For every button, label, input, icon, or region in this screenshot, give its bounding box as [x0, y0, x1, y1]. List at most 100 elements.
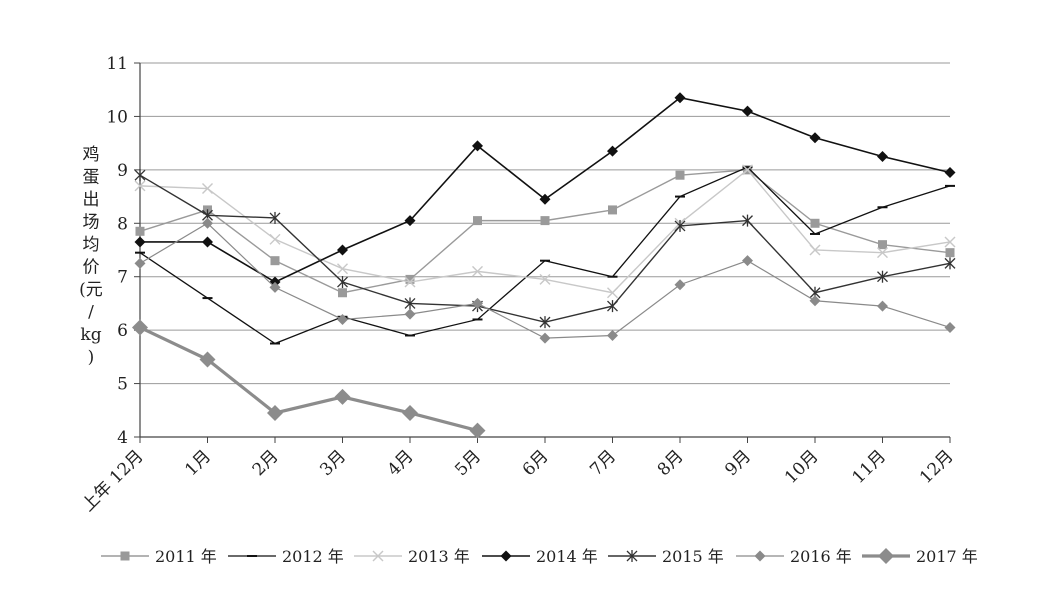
legend-entry-5: 2016 年: [736, 547, 852, 566]
series-2-point-10: [809, 244, 821, 256]
legend-entry-2: 2013 年: [354, 547, 470, 566]
series-6-point-3: [334, 388, 351, 405]
x-tick-label-8: 8月: [654, 446, 688, 480]
series-5-point-8: [674, 279, 686, 291]
series-4-point-6: [539, 316, 551, 329]
series-6: [132, 319, 486, 439]
legend-label-1: 2012 年: [282, 547, 344, 566]
series-0-point-3: [338, 288, 347, 298]
legend-label-2: 2013 年: [408, 547, 470, 566]
y-axis-label-char-9: ): [88, 348, 95, 368]
series-3-point-4: [404, 215, 416, 227]
series-0-point-11: [878, 240, 887, 250]
series-4-point-0: [134, 169, 146, 182]
series-6-point-1: [199, 351, 216, 368]
series-3-point-12: [944, 167, 956, 179]
y-tick-label-6: 6: [117, 321, 128, 341]
series-2-point-4: [404, 276, 416, 288]
series-5-point-10: [809, 295, 821, 307]
series-2-point-9-stroke-b: [742, 164, 753, 176]
series-4-point-3: [337, 276, 348, 289]
series-3-point-5: [472, 140, 483, 152]
series-5-point-2: [269, 281, 281, 293]
legend-label-0: 2011 年: [155, 547, 217, 566]
series-5-point-11: [877, 300, 888, 312]
series-4-point-12: [944, 257, 956, 270]
y-axis-label-char-4: 均: [83, 235, 100, 255]
series-0-point-6: [540, 216, 550, 226]
series-3-point-11: [877, 151, 888, 162]
series-5-point-9: [742, 255, 753, 267]
series-0: [135, 165, 955, 298]
series-0-point-7: [608, 205, 617, 215]
legend-marker-6: [878, 548, 894, 564]
legend-entry-1: 2012 年: [228, 547, 344, 566]
series-2: [134, 164, 956, 299]
series-2-point-7-stroke-b: [607, 287, 618, 299]
series-line-6: [139, 326, 478, 433]
series-2-point-11: [877, 247, 888, 259]
series-2-point-5-stroke-b: [472, 265, 483, 277]
series-0-point-0: [135, 226, 145, 236]
x-tick-label-0: 上年 12月: [78, 446, 147, 515]
series-2-point-9: [742, 164, 753, 176]
series-3-point-8: [674, 92, 686, 104]
series-0-point-12: [945, 248, 955, 258]
y-tick-label-10: 10: [106, 107, 128, 127]
y-tick-label-9: 9: [117, 161, 128, 181]
x-tick-label-9: 9月: [721, 446, 755, 480]
series-5-point-1: [202, 217, 213, 229]
series-line-3: [140, 96, 951, 283]
series-0-point-4: [405, 274, 415, 284]
series-6-point-4: [402, 404, 418, 421]
series-2-point-2: [269, 233, 281, 245]
series-5-point-5: [472, 297, 483, 309]
series-5-point-0: [134, 257, 146, 269]
y-tick-label-4: 4: [117, 428, 128, 448]
legend-entry-0: 2011 年: [101, 547, 217, 566]
y-axis-label-char-6: (元: [79, 280, 103, 300]
y-axis-label-char-8: kg: [80, 325, 101, 345]
x-tick-label-11: 11月: [849, 446, 890, 487]
series-4-point-7: [607, 300, 618, 313]
series-5: [134, 217, 956, 344]
series-0-point-10: [810, 218, 820, 228]
series-5-point-6: [539, 332, 551, 344]
legend-entry-4: 2015 年: [608, 547, 724, 566]
series-3: [134, 92, 956, 288]
series-4-point-8: [674, 219, 686, 232]
legend-label-5: 2016 年: [790, 547, 852, 566]
y-tick-label-5: 5: [117, 375, 128, 395]
series-3-point-1: [202, 236, 213, 248]
legend-marker-3: [500, 550, 512, 562]
series-3-point-7: [607, 145, 618, 157]
series-3-point-3: [337, 244, 348, 256]
series-6-point-5: [469, 422, 486, 439]
legend-marker-2-stroke-b: [372, 550, 384, 562]
series-2-point-1: [202, 183, 213, 195]
legend-entry-6: 2017 年: [862, 547, 978, 566]
y-axis-label-char-7: /: [88, 303, 94, 323]
y-axis-label-char-2: 出: [83, 190, 100, 210]
series-2-point-6-stroke-b: [539, 273, 551, 285]
series-2-point-12: [944, 236, 956, 248]
series-3-point-10: [809, 132, 821, 144]
series-3-point-6: [539, 193, 551, 205]
x-tick-label-5: 5月: [451, 446, 485, 480]
series-0-point-5: [473, 216, 482, 226]
legend-marker-0: [120, 551, 130, 561]
series-2-point-10-stroke-b: [809, 244, 821, 256]
series-4-point-11: [877, 270, 888, 283]
series-4-point-4: [404, 297, 416, 310]
series-0-point-8: [675, 170, 685, 180]
y-tick-label-8: 8: [117, 214, 128, 234]
x-tick-label-10: 10月: [781, 446, 822, 487]
legend-label-6: 2017 年: [916, 547, 978, 566]
series-2-point-2-stroke-b: [269, 233, 281, 245]
series-5-point-7: [607, 329, 618, 341]
legend-marker-4: [626, 550, 638, 562]
series-0-point-2: [270, 256, 280, 266]
series-1: [135, 166, 955, 345]
